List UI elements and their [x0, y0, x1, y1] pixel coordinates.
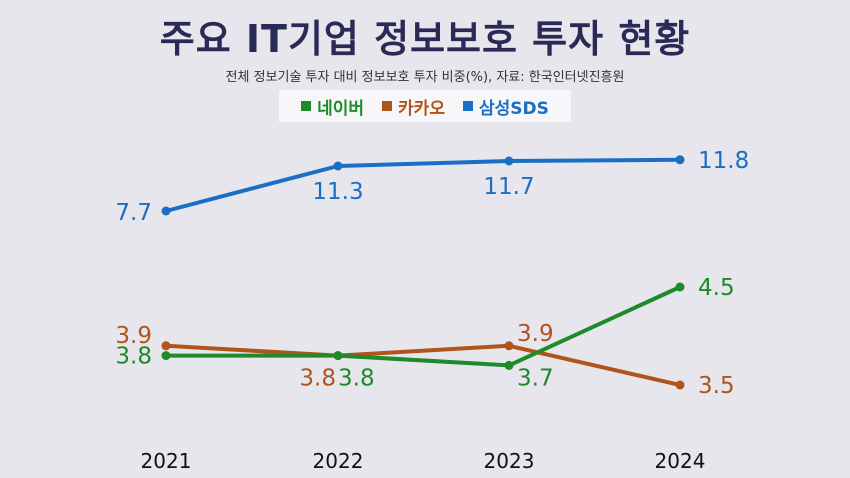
- data-label-samsung-sds-2023: 11.7: [483, 174, 534, 200]
- x-tick-label-2022: 2022: [313, 449, 364, 473]
- x-tick-label-2023: 2023: [484, 449, 535, 473]
- series-line-naver: [164, 285, 682, 368]
- data-label-kakao-2021: 3.9: [115, 323, 152, 349]
- legend-label-samsung-sds: 삼성SDS: [478, 98, 549, 119]
- legend-label-naver: 네이버: [317, 98, 365, 119]
- data-point-samsung-sds-2021: [161, 206, 171, 216]
- x-tick-label-2021: 2021: [141, 449, 192, 473]
- data-label-naver-2022: 3.8: [338, 366, 375, 392]
- data-point-samsung-sds-2024: [675, 155, 685, 165]
- data-label-kakao-2022: 3.8: [299, 366, 336, 392]
- data-point-naver-2021: [161, 351, 171, 361]
- legend-item-kakao: 카카오: [382, 94, 445, 119]
- legend-item-samsung-sds: 삼성SDS: [462, 94, 549, 119]
- legend-swatch-naver: [301, 101, 312, 111]
- data-label-kakao-2023: 3.9: [517, 321, 554, 347]
- data-label-naver-2021: 3.8: [115, 344, 152, 370]
- legend-label-kakao: 카카오: [398, 98, 445, 119]
- data-point-naver-2022: [333, 351, 343, 361]
- data-label-samsung-sds-2021: 7.7: [115, 200, 152, 226]
- legend-swatch-samsung-sds: [462, 101, 473, 111]
- data-point-naver-2023: [504, 360, 514, 370]
- data-label-samsung-sds-2024: 11.8: [698, 148, 749, 174]
- series-line-samsung-sds: [164, 157, 682, 213]
- data-point-kakao-2024: [675, 380, 685, 390]
- data-label-kakao-2024: 3.5: [698, 373, 735, 399]
- data-point-samsung-sds-2022: [333, 161, 343, 171]
- data-point-naver-2024: [675, 282, 685, 292]
- data-label-naver-2024: 4.5: [698, 275, 735, 301]
- legend-item-naver: 네이버: [301, 94, 364, 119]
- data-point-kakao-2023: [504, 341, 514, 351]
- series-line-kakao: [164, 343, 682, 387]
- chart-subtitle: 전체 정보기술 투자 대비 정보보호 투자 비중(%), 자료: 한국인터넷진흥…: [225, 70, 625, 85]
- data-point-kakao-2021: [161, 341, 171, 351]
- legend: 네이버 카카오 삼성SDS: [279, 90, 571, 122]
- x-tick-label-2024: 2024: [655, 449, 706, 473]
- data-label-samsung-sds-2022: 11.3: [312, 179, 363, 205]
- legend-swatch-kakao: [382, 101, 393, 111]
- chart-title: 주요 IT기업 정보보호 투자 현황: [159, 17, 691, 61]
- data-label-naver-2023: 3.7: [517, 365, 554, 391]
- data-point-samsung-sds-2023: [504, 156, 514, 166]
